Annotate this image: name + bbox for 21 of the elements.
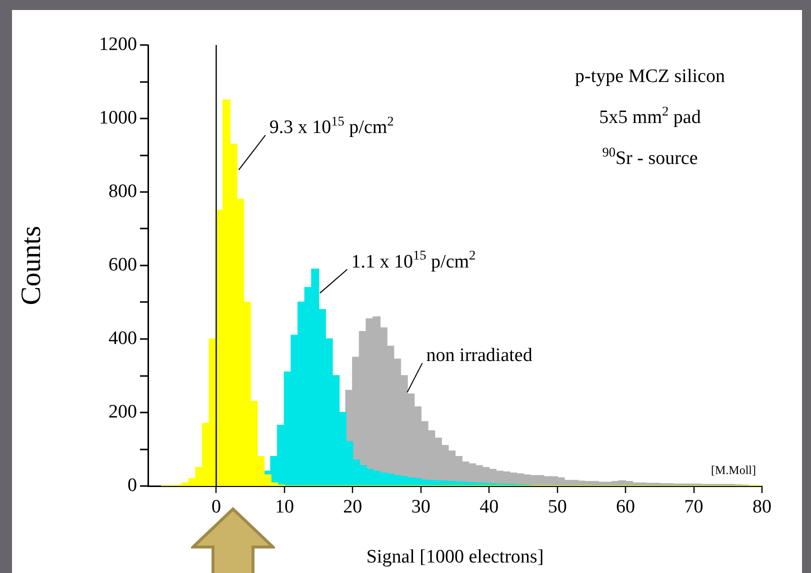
x-tick-label: 0 (211, 496, 221, 518)
x-axis-title: Signal [1000 electrons] (366, 546, 544, 568)
annotation: [M.Moll] (711, 463, 756, 477)
y-tick-label: 0 (128, 474, 137, 496)
x-tick-label: 80 (752, 496, 772, 518)
y-tick-label: 1000 (99, 107, 137, 128)
y-tick-label: 1200 (99, 34, 137, 55)
x-tick-label: 60 (616, 496, 636, 518)
x-tick-label: 70 (684, 496, 704, 518)
y-tick-label: 800 (108, 180, 137, 202)
y-tick-label: 600 (108, 254, 137, 276)
series-label: non irradiated (426, 345, 533, 366)
y-tick-label: 200 (108, 401, 137, 422)
x-tick-label: 30 (411, 496, 430, 518)
annotation: p-type MCZ silicon (575, 66, 726, 87)
x-tick-label: 10 (274, 496, 294, 518)
x-tick-label: 20 (343, 496, 362, 518)
y-axis-title: Counts (16, 226, 48, 306)
y-tick-label: 400 (108, 328, 137, 349)
x-tick-label: 40 (480, 496, 499, 518)
x-tick-label: 50 (548, 496, 567, 518)
